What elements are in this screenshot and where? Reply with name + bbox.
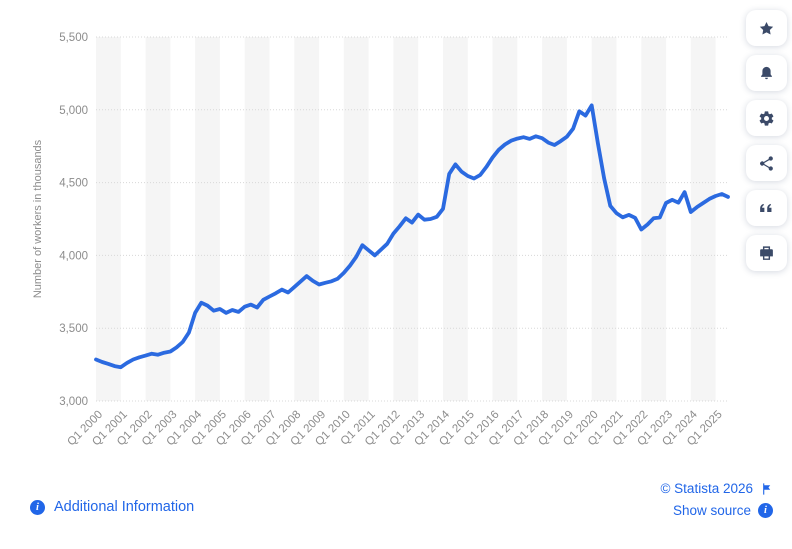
star-icon bbox=[759, 21, 774, 35]
alerts-button[interactable] bbox=[746, 55, 787, 91]
y-axis-labels: 3,000 3,500 4,000 4,500 5,000 5,500 bbox=[59, 32, 88, 408]
svg-text:3,500: 3,500 bbox=[59, 323, 88, 335]
cite-button[interactable] bbox=[746, 190, 787, 226]
gear-icon bbox=[759, 110, 774, 126]
svg-text:4,000: 4,000 bbox=[59, 250, 88, 262]
y-axis-title: Number of workers in thousands bbox=[32, 139, 44, 298]
svg-text:5,000: 5,000 bbox=[59, 105, 88, 117]
svg-text:4,500: 4,500 bbox=[59, 178, 88, 190]
data-line bbox=[94, 103, 730, 370]
printer-icon bbox=[760, 245, 773, 260]
print-button[interactable] bbox=[746, 235, 787, 271]
footer-source-block: © Statista 2026 Show source bbox=[660, 481, 773, 525]
bell-icon bbox=[761, 66, 772, 79]
year-bands bbox=[96, 37, 716, 401]
line-chart[interactable]: 3,000 3,500 4,000 4,500 5,000 5,500 Number of … bbox=[0, 0, 792, 475]
copyright-label: © Statista 2026 bbox=[660, 481, 753, 496]
additional-information-label: Additional Information bbox=[54, 499, 195, 515]
additional-information-link[interactable]: Additional Information bbox=[30, 499, 194, 515]
share-icon bbox=[760, 155, 773, 171]
info-icon bbox=[30, 499, 45, 515]
info-icon bbox=[758, 503, 773, 518]
svg-text:3,000: 3,000 bbox=[59, 396, 88, 408]
chart-area: 3,000 3,500 4,000 4,500 5,000 5,500 Number of … bbox=[0, 0, 792, 475]
svg-text:5,500: 5,500 bbox=[59, 32, 88, 44]
copyright-row[interactable]: © Statista 2026 bbox=[660, 481, 773, 496]
settings-button[interactable] bbox=[746, 100, 787, 136]
svg-text:Number of workers in thousands: Number of workers in thousands bbox=[32, 139, 44, 298]
favorite-button[interactable] bbox=[746, 10, 787, 46]
chart-toolbar bbox=[746, 10, 787, 271]
gridlines bbox=[96, 36, 728, 402]
share-button[interactable] bbox=[746, 145, 787, 181]
show-source-label: Show source bbox=[672, 503, 751, 518]
flag-icon bbox=[763, 482, 771, 495]
show-source-row[interactable]: Show source bbox=[660, 503, 773, 518]
quote-icon bbox=[760, 203, 772, 212]
